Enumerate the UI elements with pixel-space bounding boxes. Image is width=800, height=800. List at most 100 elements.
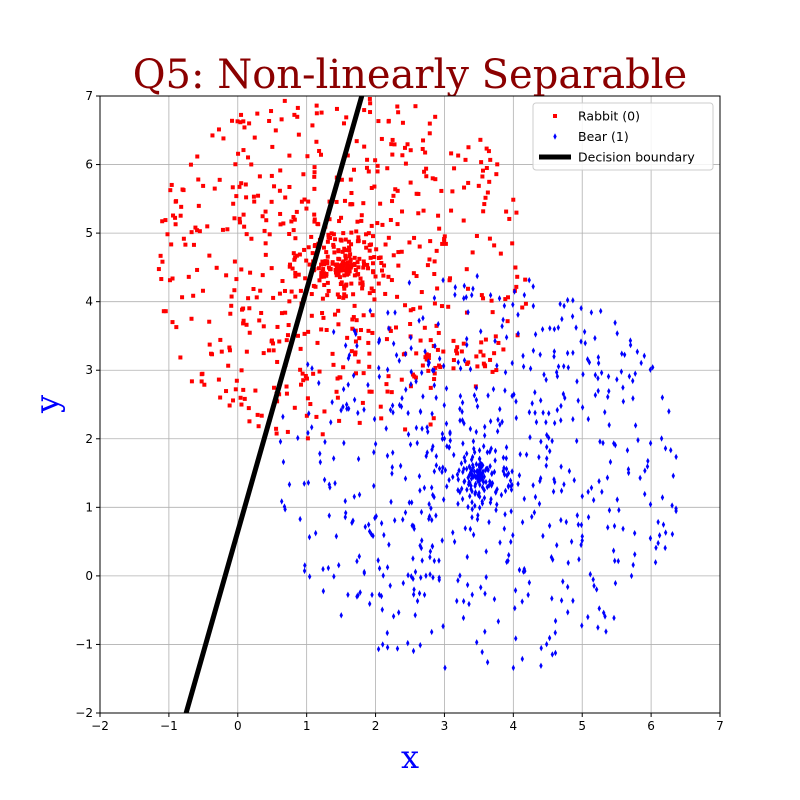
bear-point (541, 409, 545, 416)
rabbit-point (244, 322, 249, 327)
bear-point (498, 539, 502, 546)
bear-point (385, 452, 390, 460)
rabbit-point (435, 347, 440, 352)
bear-point (470, 514, 474, 521)
bear-point (605, 474, 610, 481)
bear-point (575, 437, 579, 445)
rabbit-point (386, 374, 391, 379)
rabbit-point (314, 111, 319, 116)
bear-point (511, 664, 516, 672)
bear-point (541, 532, 545, 540)
rabbit-point (310, 251, 315, 256)
bear-point (517, 566, 522, 574)
rabbit-point (373, 274, 378, 279)
rabbit-point (424, 174, 429, 179)
rabbit-point (378, 255, 383, 260)
bear-point (448, 437, 452, 444)
rabbit-point (254, 295, 259, 300)
rabbit-point (168, 188, 173, 193)
bear-point (545, 443, 549, 451)
bear-point (463, 525, 467, 532)
bear-point (459, 460, 464, 467)
bear-point (426, 358, 431, 365)
rabbit-point (241, 119, 246, 124)
rabbit-point (352, 255, 357, 260)
bear-point (388, 582, 392, 589)
rabbit-point (481, 361, 486, 366)
rabbit-point (272, 184, 277, 189)
bear-point (469, 485, 473, 493)
bear-point (339, 612, 343, 619)
bear-point (616, 557, 620, 565)
rabbit-point (371, 289, 376, 294)
bear-point (545, 431, 549, 439)
rabbit-point (354, 139, 359, 144)
bear-point (445, 483, 449, 490)
rabbit-point (234, 378, 239, 383)
rabbit-point (174, 325, 179, 330)
rabbit-point (455, 345, 460, 350)
bear-point (593, 391, 598, 399)
rabbit-point (420, 363, 425, 368)
bear-point (415, 597, 420, 605)
rabbit-point (274, 431, 279, 436)
bear-point (487, 518, 491, 526)
rabbit-point (303, 276, 308, 281)
rabbit-point (451, 338, 456, 343)
bear-point (427, 500, 431, 508)
bear-point (432, 493, 436, 501)
rabbit-point (419, 290, 424, 295)
rabbit-point (301, 172, 306, 177)
bear-point (477, 504, 482, 511)
bear-point (559, 516, 563, 524)
rabbit-point (422, 325, 427, 330)
rabbit-point (425, 263, 430, 268)
bear-point (552, 353, 556, 360)
rabbit-point (490, 310, 495, 315)
bear-point (562, 481, 566, 488)
rabbit-point (296, 132, 301, 137)
bear-point (421, 314, 425, 322)
rabbit-point (405, 142, 410, 147)
rabbit-point (423, 355, 428, 360)
rabbit-point (349, 349, 354, 354)
bear-point (434, 462, 439, 469)
bear-point (302, 567, 307, 575)
bear-point (611, 547, 616, 554)
bear-point (483, 628, 487, 635)
rabbit-point (314, 414, 319, 419)
bear-point (397, 401, 402, 409)
bear-point (577, 556, 581, 563)
bear-point (532, 509, 537, 516)
x-tick-label: −1 (160, 719, 178, 733)
bear-point (321, 565, 325, 573)
bear-point (518, 451, 522, 458)
rabbit-point (399, 377, 404, 382)
bear-point (612, 522, 617, 530)
bear-point (533, 389, 537, 396)
bear-point (476, 512, 480, 519)
bear-point (471, 531, 476, 538)
bear-point (377, 336, 382, 343)
rabbit-point (337, 375, 342, 380)
rabbit-point (478, 349, 483, 354)
rabbit-point (207, 342, 212, 347)
bear-point (586, 488, 590, 496)
rabbit-point (336, 263, 341, 268)
rabbit-point (256, 424, 261, 429)
bear-point (434, 512, 438, 519)
bear-point (434, 453, 439, 460)
rabbit-point (426, 368, 431, 373)
bear-point (670, 502, 674, 509)
rabbit-point (342, 284, 347, 289)
rabbit-point (487, 236, 492, 241)
bear-point (479, 584, 483, 591)
rabbit-point (428, 338, 433, 343)
rabbit-point (340, 267, 345, 272)
rabbit-point (235, 119, 240, 124)
rabbit-point (158, 253, 163, 258)
rabbit-point (179, 204, 184, 209)
bear-point (343, 342, 348, 349)
rabbit-point (451, 366, 456, 371)
rabbit-point (304, 206, 309, 211)
